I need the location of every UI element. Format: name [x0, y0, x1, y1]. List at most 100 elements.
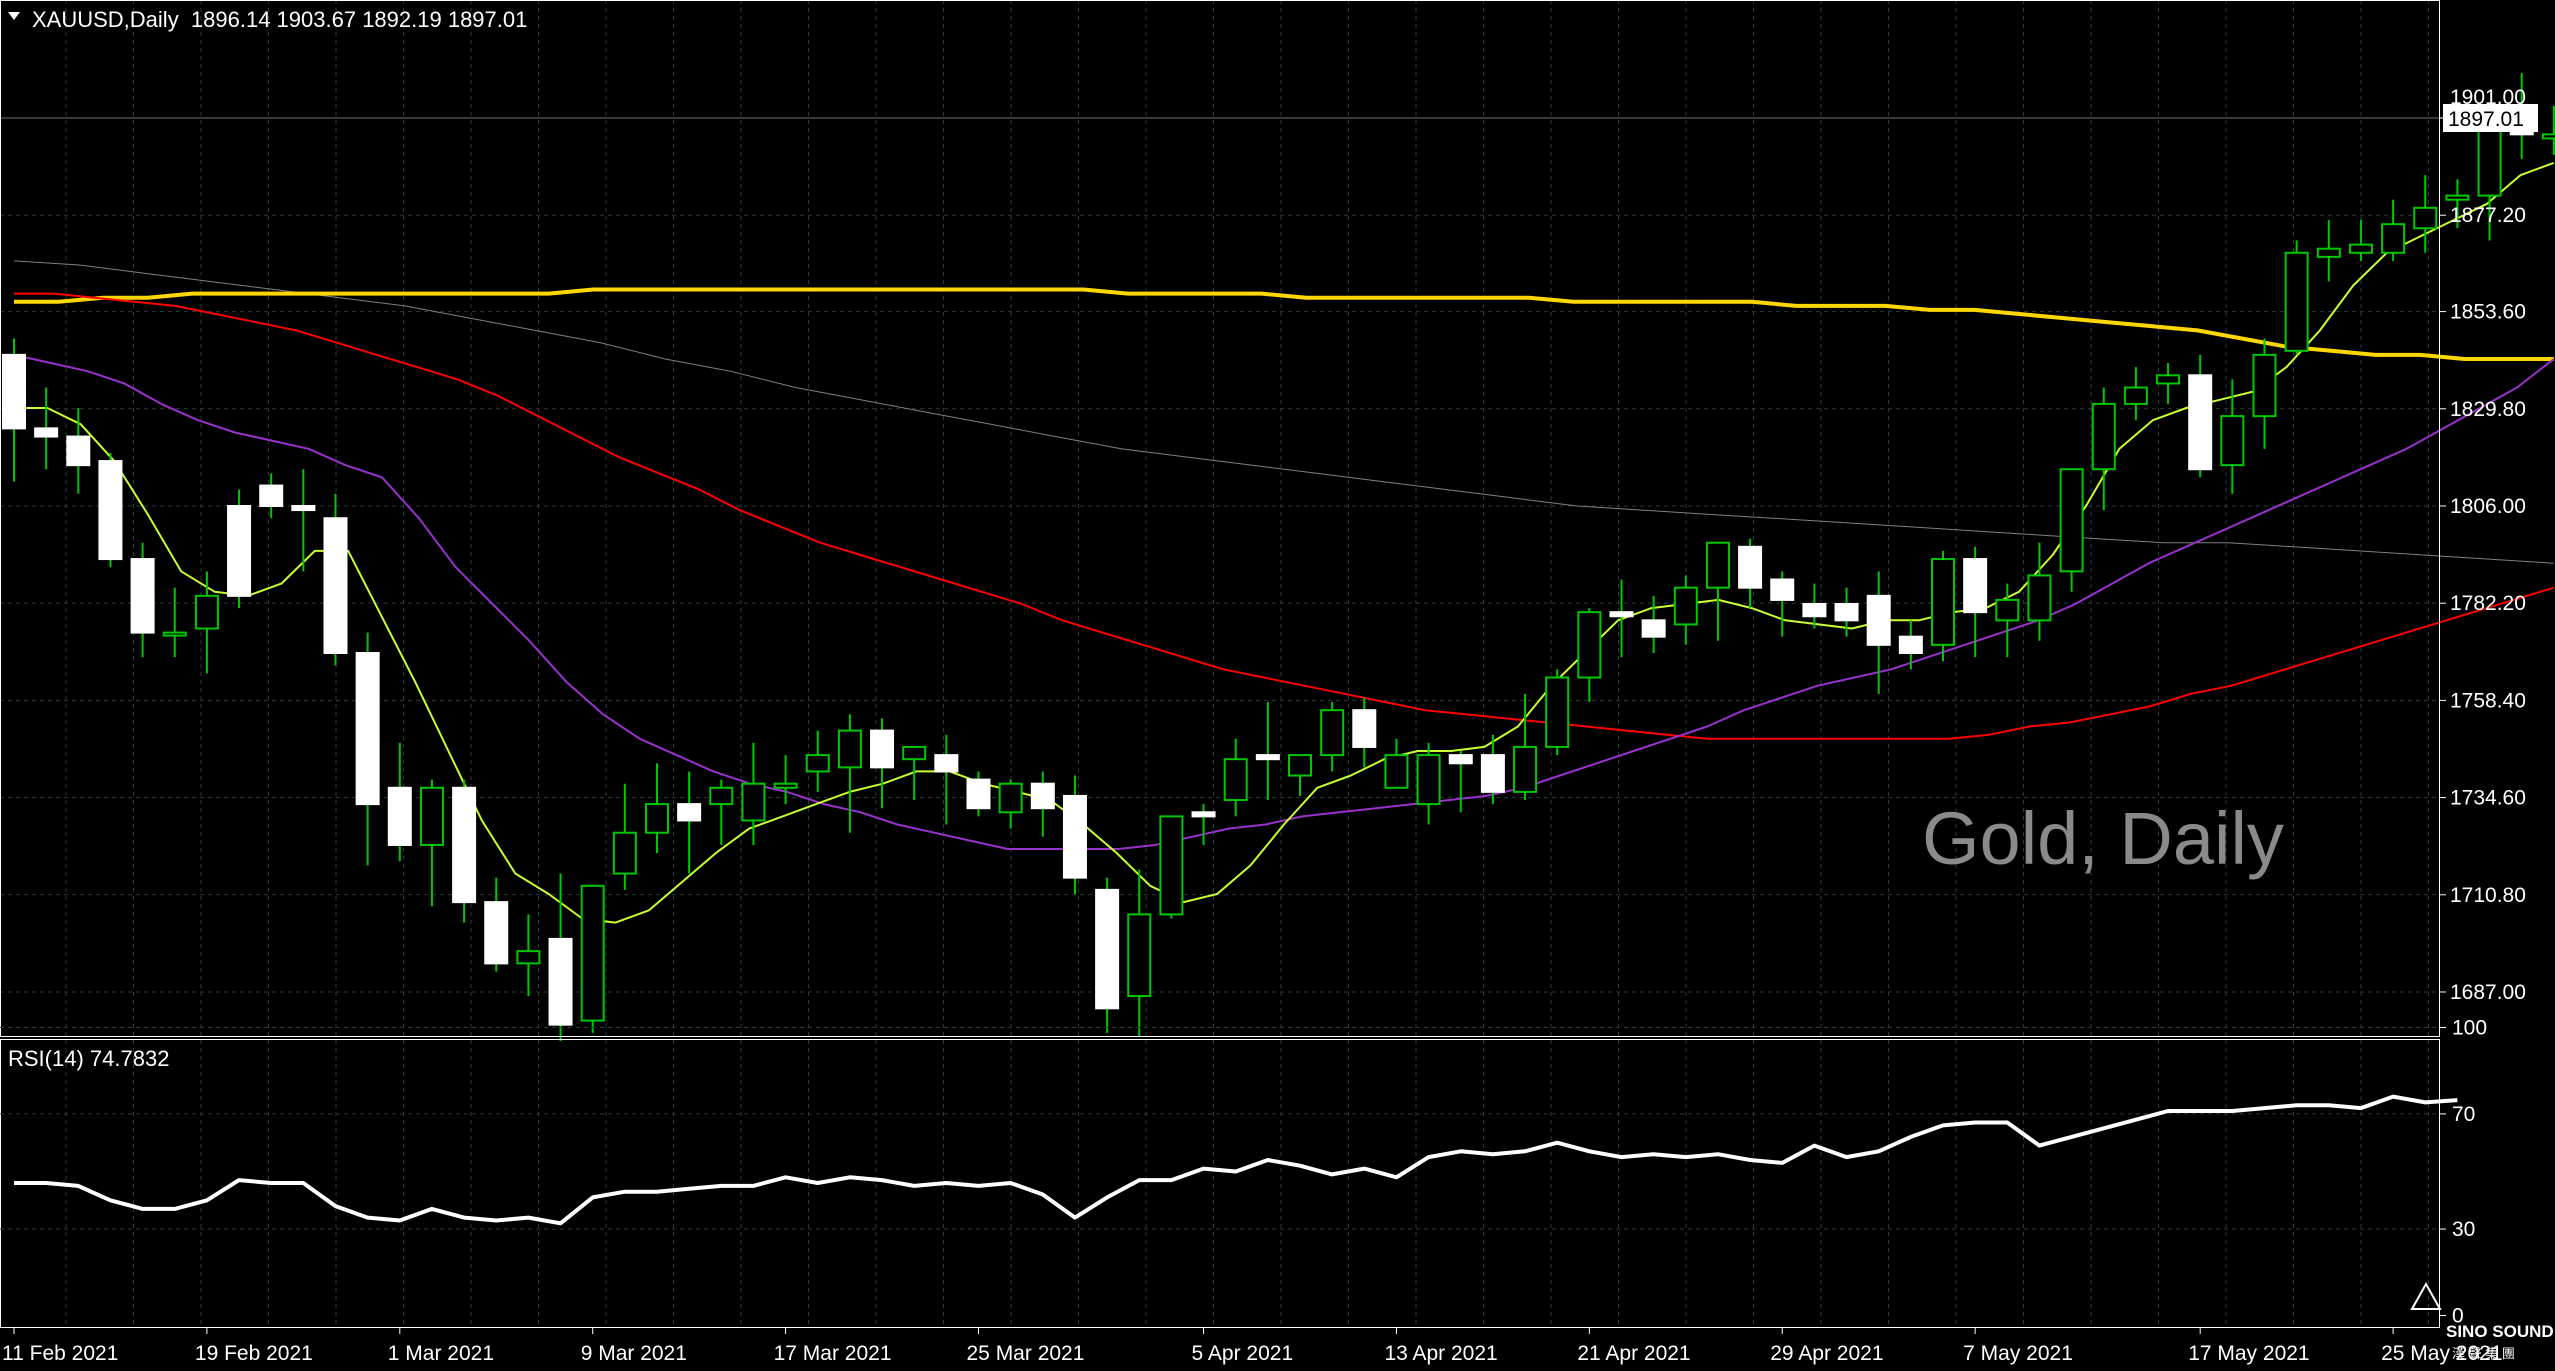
candle-bear — [323, 517, 348, 655]
candle-bull — [612, 831, 637, 875]
candle-bear — [1062, 794, 1087, 879]
candle-bear — [1641, 619, 1666, 638]
x-tick-label: 13 Apr 2021 — [1384, 1342, 1497, 1365]
rsi-tick-label: 0 — [2452, 1305, 2464, 1328]
y-tick-label: 1758.40 — [2450, 689, 2526, 712]
candle-bear — [259, 484, 284, 507]
y-tick-label: 1901.00 — [2450, 86, 2526, 109]
candle-bull — [709, 786, 734, 806]
candle-bull — [1995, 598, 2020, 622]
candle-bear — [34, 427, 59, 438]
candle-bull — [2091, 402, 2116, 471]
candle-bull — [2284, 251, 2309, 352]
rsi-panel[interactable]: 100 70 30 0 RSI(14) 74.7832 — [0, 1017, 2487, 1328]
logo-subtext: 漢 聲 集 團 — [2452, 1346, 2515, 1361]
rsi-axis: 100 70 30 0 — [2440, 1017, 2487, 1328]
candle-bull — [516, 950, 541, 965]
rsi-series-line — [14, 1094, 2458, 1226]
candle-bear — [387, 786, 412, 846]
candle-bull — [1127, 913, 1152, 998]
candle-bull — [645, 803, 669, 834]
candle-bull — [1513, 745, 1538, 793]
candle-bull — [2027, 574, 2052, 622]
x-tick-label: 29 Apr 2021 — [1770, 1342, 1883, 1365]
y-tick-label: 1782.20 — [2450, 592, 2526, 615]
x-tick-label: 9 Mar 2021 — [581, 1342, 687, 1365]
candle-bear — [1738, 545, 1763, 589]
candle-bull — [1673, 586, 1698, 626]
x-tick-label: 25 May 2021 — [2381, 1342, 2502, 1365]
candle-bear — [1480, 754, 1505, 793]
candles — [2, 73, 2555, 1041]
candle-bear — [98, 460, 123, 561]
candle-bull — [1931, 558, 1955, 646]
logo-text: SINO SOUND — [2446, 1322, 2554, 1341]
logo-icon — [2410, 1281, 2442, 1310]
last-price-value: 1897.01 — [2448, 108, 2524, 131]
y-tick-label: 1877.20 — [2450, 204, 2526, 227]
x-tick-label: 7 May 2021 — [1963, 1342, 2073, 1365]
y-tick-label: 1806.00 — [2450, 495, 2526, 518]
x-tick-label: 21 Apr 2021 — [1577, 1342, 1690, 1365]
rsi-tick-label: 70 — [2452, 1103, 2475, 1126]
candle-bear — [1448, 754, 1473, 765]
ma-100-line — [14, 287, 2554, 361]
candle-bear — [291, 504, 316, 512]
moving-averages — [13, 161, 2555, 924]
candle-bear — [355, 652, 380, 806]
logo: SINO SOUND 漢 聲 集 團 — [2410, 1281, 2554, 1361]
ma-20-line — [13, 353, 2555, 850]
candle-bull — [1159, 815, 1184, 916]
candle-bull — [741, 782, 766, 822]
candle-bull — [1384, 754, 1409, 789]
rsi-panel-border — [0, 1039, 2440, 1328]
candle-bull — [837, 729, 862, 769]
candle-bear — [1898, 635, 1923, 655]
candle-bear — [870, 729, 895, 769]
candle-bull — [2123, 386, 2148, 405]
candle-bull — [194, 594, 219, 630]
candle-bull — [1223, 758, 1248, 802]
candle-bull — [902, 745, 927, 761]
candle-bear — [548, 937, 573, 1026]
candle-bull — [2445, 194, 2470, 201]
ma-200-line — [13, 260, 2554, 564]
x-tick-label: 17 Mar 2021 — [774, 1342, 892, 1365]
symbol-header: XAUUSD,Daily 1896.14 1903.67 1892.19 189… — [32, 7, 527, 32]
candle-bear — [1255, 754, 1280, 761]
dropdown-triangle-icon[interactable] — [8, 12, 20, 20]
candle-bear — [966, 778, 991, 810]
candle-bull — [1416, 754, 1441, 806]
x-tick-label: 1 Mar 2021 — [388, 1342, 494, 1365]
candle-bull — [580, 884, 605, 1022]
price-panel[interactable]: 1877.20 1853.60 1829.80 1806.00 1782.20 1758.… — [0, 0, 2555, 1041]
y-tick-label: 1734.60 — [2450, 787, 2526, 810]
watermark: Gold, Daily — [1922, 797, 2284, 880]
candle-bull — [2059, 468, 2084, 573]
candle-bear — [934, 754, 959, 773]
y-tick-label: 1829.80 — [2450, 398, 2526, 421]
candle-bear — [1609, 611, 1634, 618]
y-tick-label: 1687.00 — [2450, 981, 2526, 1004]
candle-bull — [998, 782, 1023, 814]
candle-bull — [1545, 676, 1570, 748]
rsi-line — [14, 1094, 2458, 1226]
candle-bear — [130, 558, 155, 634]
candle-bear — [1963, 558, 1988, 614]
rsi-grid — [0, 1027, 2440, 1327]
time-axis: 11 Feb 2021 19 Feb 2021 1 Mar 2021 9 Mar 20… — [2, 1328, 2503, 1365]
y-tick-label: 1853.60 — [2450, 301, 2526, 324]
ma-50-line — [14, 292, 2555, 740]
x-tick-label: 11 Feb 2021 — [2, 1342, 118, 1365]
candle-bear — [1030, 782, 1055, 810]
candle-bull — [1705, 541, 1730, 589]
candle-bear — [2, 353, 26, 430]
candle-bear — [1191, 811, 1216, 818]
candle-bull — [2413, 206, 2438, 230]
candle-bull — [2252, 353, 2277, 418]
candle-bull — [162, 631, 187, 637]
price-grid — [0, 0, 2440, 1036]
rsi-tick-label: 100 — [2452, 1017, 2487, 1040]
candle-bull — [2348, 243, 2373, 254]
